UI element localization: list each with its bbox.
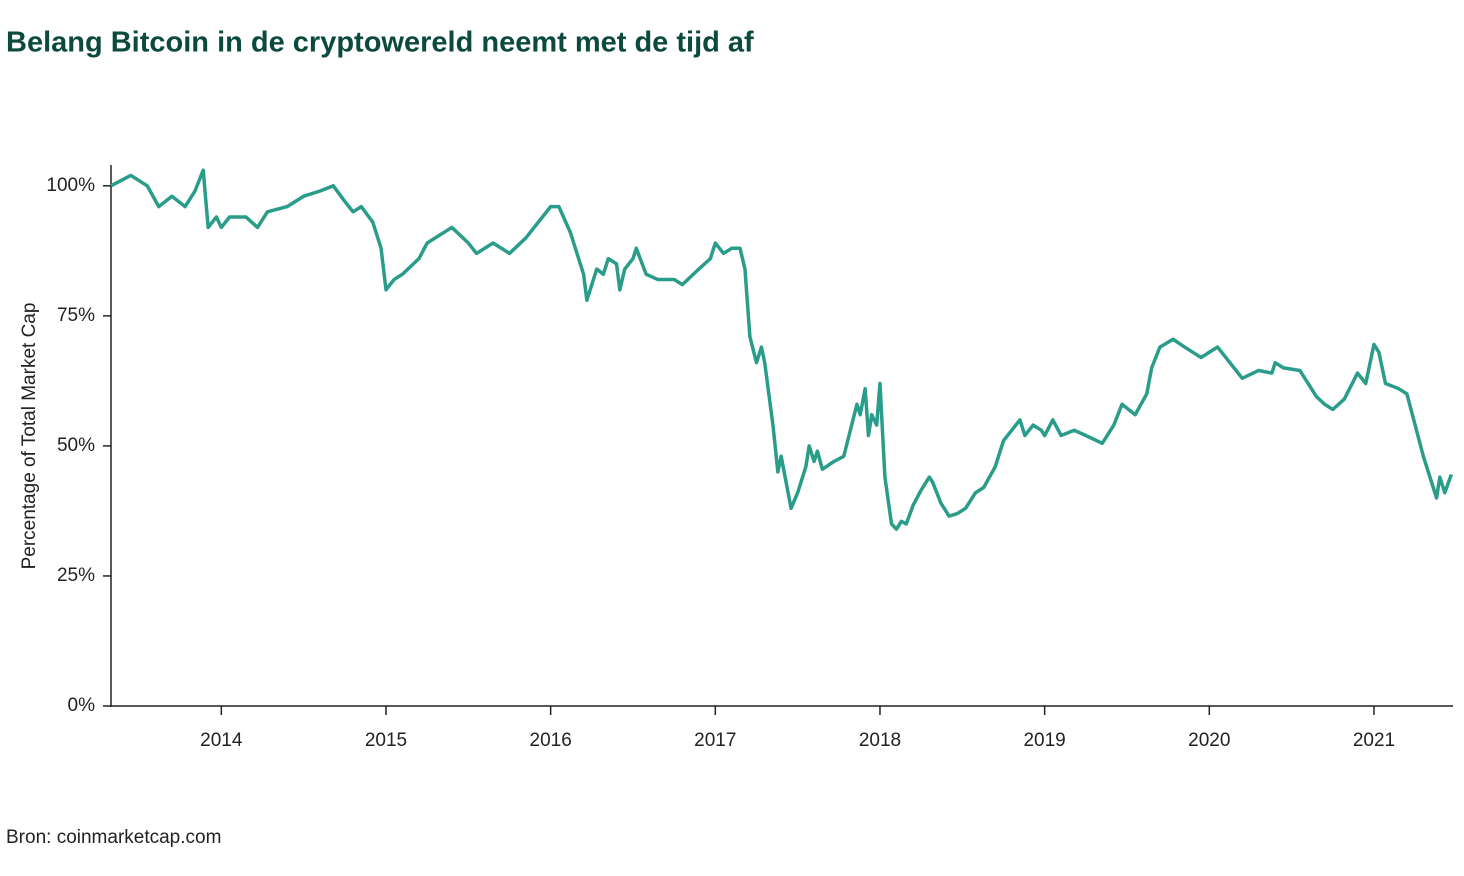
x-tick-label: 2017 (694, 730, 736, 751)
x-tick-label: 2014 (200, 730, 243, 751)
y-tick-label: 0% (68, 695, 96, 716)
source: Bron: coinmarketcap.com (6, 827, 221, 848)
y-tick-label: 25% (57, 565, 95, 586)
data-line (110, 168, 1453, 531)
y-tick-label: 100% (46, 175, 95, 196)
x-tick-label: 2020 (1188, 730, 1230, 751)
chart-title: Belang Bitcoin in de cryptowereld neemt … (6, 27, 754, 59)
x-tick-label: 2018 (859, 730, 901, 751)
x-tick-label: 2019 (1023, 730, 1065, 751)
x-tick-label: 2016 (530, 730, 572, 751)
y-axis-label: Percentage of Total Market Cap (19, 303, 40, 570)
x-tick-label: 2021 (1353, 730, 1395, 751)
y-tick-label: 75% (57, 305, 95, 326)
y-tick-label: 50% (57, 435, 95, 456)
x-tick-label: 2015 (365, 730, 407, 751)
